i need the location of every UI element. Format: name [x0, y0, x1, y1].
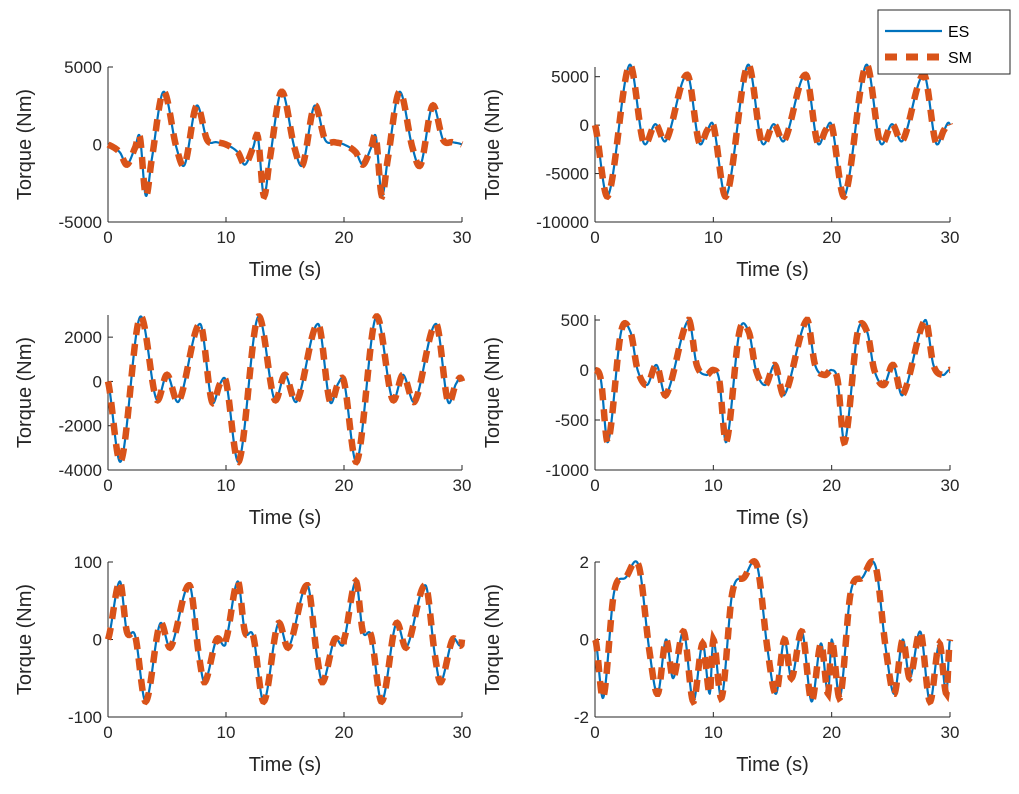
y-tick-label: 0: [93, 372, 102, 391]
y-tick-label: 0: [93, 136, 102, 155]
x-axis-label: Time (s): [736, 507, 809, 529]
series-sm-line: [104, 313, 466, 466]
x-tick-label: 30: [453, 476, 472, 495]
y-tick-label: -10000: [536, 213, 589, 232]
x-tick-label: 20: [335, 476, 354, 495]
y-tick-label: 0: [580, 361, 589, 380]
x-tick-label: 10: [217, 723, 236, 742]
y-tick-label: 0: [580, 631, 589, 650]
x-tick-label: 10: [704, 723, 723, 742]
y-axis-label: Torque (Nm): [14, 89, 36, 200]
series-sm-line: [594, 316, 951, 447]
x-tick-label: 0: [590, 228, 599, 247]
panel-3: 0 10 20 30 -4000 -2000 0 2000 Time (s) Torque (Nm…: [14, 313, 472, 529]
x-tick-label: 20: [822, 228, 841, 247]
y-tick-label: 2000: [64, 328, 102, 347]
y-axis-label: Torque (Nm): [14, 337, 36, 448]
x-axis-label: Time (s): [736, 754, 809, 776]
y-tick-label: -2000: [59, 417, 102, 436]
y-tick-label: 2: [580, 553, 589, 572]
y-tick-label: -1000: [546, 461, 589, 480]
x-tick-label: 10: [704, 228, 723, 247]
y-tick-label: -2: [574, 708, 589, 727]
x-tick-label: 30: [453, 723, 472, 742]
x-tick-label: 30: [941, 228, 960, 247]
x-axis-label: Time (s): [249, 259, 322, 281]
x-tick-label: 20: [822, 476, 841, 495]
y-axis-label: Torque (Nm): [14, 584, 36, 695]
y-tick-label: -100: [68, 708, 102, 727]
y-axis-label: Torque (Nm): [482, 584, 504, 695]
x-tick-label: 20: [822, 723, 841, 742]
x-tick-label: 20: [335, 228, 354, 247]
x-axis-label: Time (s): [249, 507, 322, 529]
legend-box: [877, 9, 1011, 75]
legend-sm-label: SM: [948, 50, 972, 67]
y-tick-label: -4000: [59, 461, 102, 480]
series-es-line: [593, 63, 952, 198]
series-sm-line: [106, 88, 464, 201]
x-tick-label: 20: [335, 723, 354, 742]
y-tick-label: 5000: [64, 58, 102, 77]
x-tick-label: 30: [453, 228, 472, 247]
legend: ES SM: [877, 9, 1011, 75]
y-tick-label: -5000: [546, 165, 589, 184]
y-tick-label: -5000: [59, 213, 102, 232]
x-tick-label: 0: [590, 476, 599, 495]
panel-2: 0 10 20 30 -10000 -5000 0 5000 Time (s) Torque (N…: [482, 60, 960, 281]
x-tick-label: 0: [103, 723, 112, 742]
x-tick-label: 30: [941, 723, 960, 742]
x-tick-label: 10: [217, 476, 236, 495]
legend-es-label: ES: [948, 24, 969, 41]
x-tick-label: 10: [217, 228, 236, 247]
x-axis-label: Time (s): [249, 754, 322, 776]
x-tick-label: 30: [941, 476, 960, 495]
series-sm-line: [104, 576, 466, 706]
panel-4: 0 10 20 30 -1000 -500 0 500 Time (s) Torque (Nm): [482, 311, 959, 529]
y-tick-label: 5000: [551, 68, 589, 87]
x-axis-label: Time (s): [736, 259, 809, 281]
y-tick-label: 0: [580, 116, 589, 135]
y-tick-label: 100: [74, 553, 102, 572]
x-tick-label: 0: [103, 476, 112, 495]
y-tick-label: 0: [93, 631, 102, 650]
series-sm-line: [591, 60, 954, 201]
series-sm-line: [592, 558, 954, 706]
y-tick-label: -500: [555, 411, 589, 430]
y-axis-label: Torque (Nm): [482, 89, 504, 200]
x-tick-label: 0: [103, 228, 112, 247]
x-tick-label: 10: [704, 476, 723, 495]
y-tick-label: 500: [561, 311, 589, 330]
y-axis-label: Torque (Nm): [482, 337, 504, 448]
x-tick-label: 0: [590, 723, 599, 742]
